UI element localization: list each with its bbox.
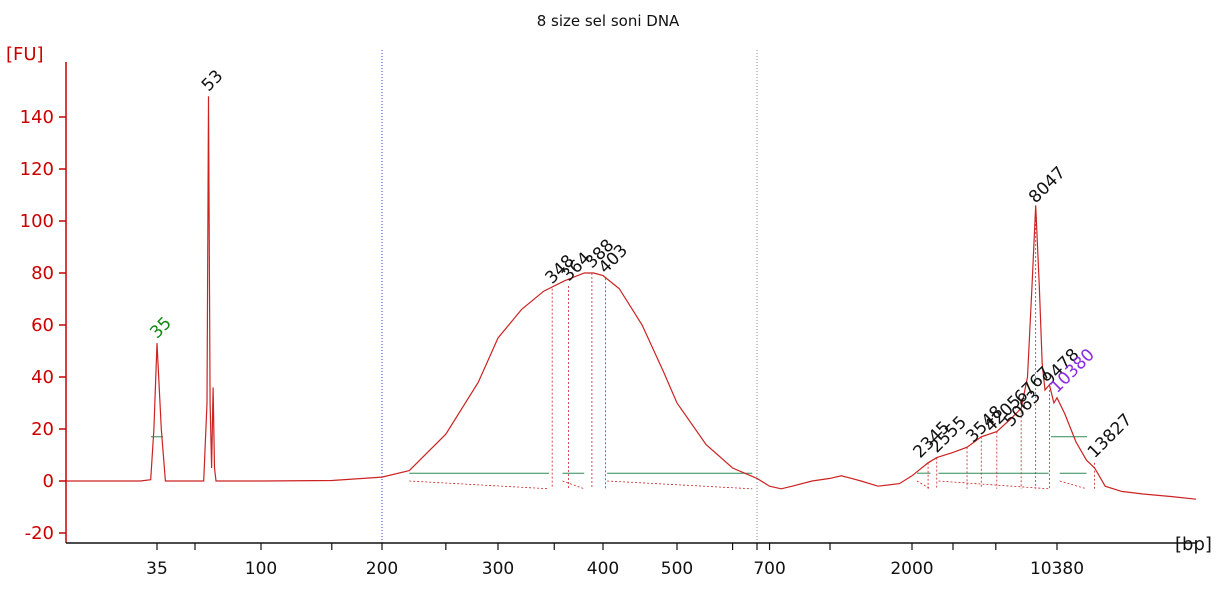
x-tick-label: 10380: [1030, 559, 1084, 579]
x-tick-label: 200: [366, 559, 398, 579]
x-tick-label: 2000: [890, 559, 933, 579]
integration-floor: [938, 480, 1049, 490]
x-unit-label: [bp]: [1175, 534, 1212, 555]
x-tick-label: 35: [146, 559, 168, 579]
peak-label: 8047: [1025, 163, 1070, 208]
peak-label: 13827: [1084, 410, 1136, 462]
peak-label: 53: [198, 66, 227, 95]
y-tick-label: 40: [31, 367, 54, 388]
y-unit-label: [FU]: [6, 44, 44, 65]
y-tick-label: 100: [20, 211, 54, 232]
integration-floor: [1059, 480, 1087, 490]
y-tick-label: 140: [20, 107, 54, 128]
y-tick-label: 120: [20, 159, 54, 180]
peak-label: 35: [146, 313, 175, 342]
y-tick-label: 0: [43, 471, 54, 492]
peak-labels: 3553348364388403804723452555354842055063…: [146, 66, 1136, 462]
integration-floor: [607, 480, 753, 490]
x-tick-label: 400: [587, 559, 619, 579]
series-line: [66, 96, 1197, 500]
region-marker-lines: [381, 50, 758, 543]
chart-title: 8 size sel soni DNA: [537, 12, 680, 30]
integration-floor: [562, 480, 585, 490]
x-axis-ticks: 35 100 200 300 400 500 700 2000 10380: [146, 543, 1197, 579]
integration-floor: [409, 480, 550, 490]
x-tick-label: 100: [245, 559, 277, 579]
x-tick-label: 300: [482, 559, 514, 579]
y-tick-label: 20: [31, 419, 54, 440]
x-tick-label: 700: [753, 559, 785, 579]
y-tick-label: 60: [31, 315, 54, 336]
signal-trace: [66, 96, 1197, 500]
y-tick-label: 80: [31, 263, 54, 284]
y-axis-ticks: -20 0 20 40 60 80 100 120 140: [20, 107, 66, 544]
x-tick-label: 500: [661, 559, 693, 579]
axes: [65, 62, 1196, 544]
peak-integration-regions: [151, 208, 1095, 490]
y-tick-label: -20: [25, 523, 54, 544]
